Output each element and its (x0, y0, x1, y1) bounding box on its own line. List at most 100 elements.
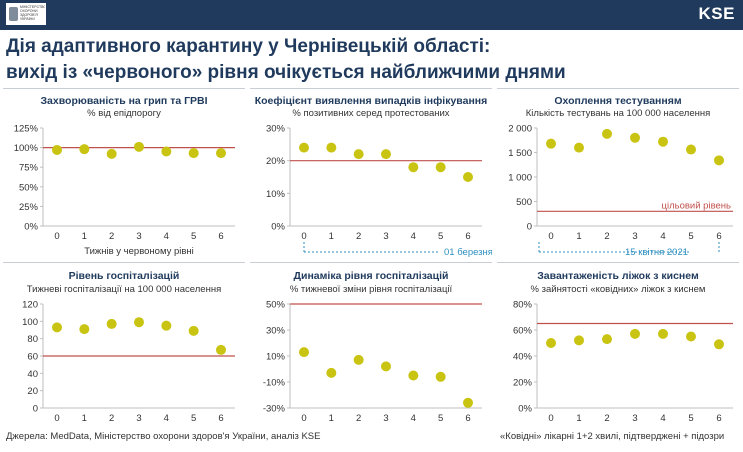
data-point (134, 317, 144, 328)
y-tick-label: 100 (22, 317, 38, 328)
chart-title: Охоплення тестуванням (554, 95, 682, 107)
data-point (630, 328, 640, 339)
x-tick-label: 3 (136, 413, 141, 424)
chart-subtitle: % від епідпорогу (87, 108, 161, 119)
x-tick-label: 2 (356, 413, 361, 424)
data-point (714, 155, 724, 166)
data-point (79, 144, 90, 155)
y-tick-label: 0% (518, 404, 532, 415)
y-tick-label: 0% (24, 222, 38, 233)
y-tick-label: 500 (516, 197, 532, 208)
x-tick-label: 5 (688, 413, 693, 424)
page-title-line2: вихід із «червоного» рівня очікується на… (6, 62, 566, 83)
x-tick-label: 6 (218, 413, 223, 424)
x-tick-label: 5 (438, 413, 443, 424)
y-tick-label: 60% (513, 326, 533, 337)
chart-subtitle: % зайнятості «ковідних» ліжок з киснем (530, 284, 706, 295)
x-tick-label: 0 (301, 231, 306, 242)
chart-title: Захворюваність на грип та ГРВІ (40, 95, 208, 107)
data-point (546, 338, 556, 348)
annotation-label: 15 квітня 2021 (625, 247, 688, 258)
kse-logo: KSE (698, 4, 735, 23)
x-tick-label: 4 (411, 231, 416, 242)
data-point (435, 371, 446, 382)
data-point (326, 367, 337, 378)
y-tick-label: 30% (266, 326, 286, 337)
x-tick-label: 2 (109, 231, 114, 242)
x-tick-label: 6 (465, 413, 470, 424)
x-tick-label: 5 (688, 231, 693, 242)
x-tick-label: 2 (356, 231, 361, 242)
data-point (216, 148, 226, 159)
chart-positivity-rate: 0% 10% 20% 30% 0 1 2 3 4 5 6 01 березня 2021 (266, 124, 492, 259)
data-point (106, 148, 117, 159)
y-tick-label: 60 (27, 352, 38, 363)
data-point (408, 370, 419, 381)
data-point (79, 324, 90, 335)
x-tick-label: 0 (301, 413, 306, 424)
x-tick-label: 1 (576, 231, 581, 242)
data-point (299, 347, 309, 358)
panel-divider (250, 88, 492, 89)
y-tick-label: 75% (19, 163, 39, 174)
chart-hospitalization-dynamics: -30% -10% 10% 30% 50% 0 1 2 3 4 5 6 (263, 300, 482, 424)
data-point (326, 142, 337, 153)
panel-divider (250, 262, 492, 263)
data-point (353, 354, 364, 365)
y-tick-label: 50% (19, 182, 39, 193)
chart-flu-incidence: 0% 25% 50% 75% 100% 125% 0 1 2 3 4 5 6 Тижнів у черво… (14, 124, 235, 257)
x-tick-label: 4 (164, 231, 169, 242)
data-point (134, 141, 144, 152)
data-point (188, 325, 199, 336)
crest-icon (9, 7, 18, 21)
x-tick-label: 6 (465, 231, 470, 242)
y-tick-label: 0 (527, 222, 532, 233)
panel-divider (3, 88, 245, 89)
y-tick-label: 100% (14, 143, 39, 154)
chart-title: Рівень госпіталізацій (68, 270, 180, 282)
x-tick-label: 0 (54, 231, 59, 242)
threshold-label: цільовий рівень (662, 200, 731, 211)
chart-subtitle: % позитивних серед протестованих (292, 108, 450, 119)
x-tick-label: 3 (632, 231, 637, 242)
x-tick-label: 2 (109, 413, 114, 424)
y-tick-label: 2 000 (508, 124, 532, 135)
page-title: Дія адаптивного карантину у Чернівецькій… (6, 34, 566, 86)
chart-title: Завантаженість ліжок з киснем (537, 270, 699, 282)
chart-subtitle: Тижневі госпіталізації на 100 000 населе… (26, 284, 222, 295)
y-tick-label: 30% (266, 124, 286, 135)
data-point (161, 146, 172, 157)
x-tick-label: 0 (548, 231, 553, 242)
data-point (602, 128, 612, 139)
data-point (574, 142, 584, 153)
x-tick-label: 0 (548, 413, 553, 424)
y-tick-label: 40% (513, 352, 533, 363)
y-tick-label: 1 000 (508, 173, 532, 184)
x-axis-label: Тижнів у червоному рівні (84, 246, 194, 257)
data-point (353, 149, 364, 160)
y-tick-label: 20% (513, 378, 533, 389)
data-point (602, 334, 612, 345)
data-point (574, 335, 584, 346)
data-point (52, 322, 62, 333)
data-point (381, 149, 391, 160)
y-tick-label: 10% (266, 352, 286, 363)
data-point (161, 320, 172, 331)
y-tick-label: 125% (14, 124, 39, 135)
ministry-logo: МІНІСТЕРСТВО ОХОРОНИ ЗДОРОВ'Я УКРАЇНИ (6, 3, 46, 25)
x-tick-label: 4 (411, 413, 416, 424)
y-tick-label: -10% (263, 378, 286, 389)
data-point (408, 162, 419, 173)
x-tick-label: 6 (716, 231, 721, 242)
chart-title: Динаміка рівня госпіталізацій (293, 270, 449, 282)
chart-testing-coverage: 0 500 1 000 1 500 2 000 0 1 2 3 4 5 6 цільовий рівен… (508, 124, 733, 258)
x-tick-label: 5 (191, 231, 196, 242)
x-tick-label: 2 (604, 413, 609, 424)
annotation-label: 01 березня 2021 (444, 247, 492, 258)
x-tick-label: 5 (191, 413, 196, 424)
x-tick-label: 0 (54, 413, 59, 424)
data-point (714, 339, 724, 350)
panel-divider (497, 262, 739, 263)
chart-title: Коефіцієнт виявлення випадків інфікуванн… (254, 95, 488, 107)
source-note: Джерела: MedData, Міністерство охорони з… (6, 431, 321, 442)
